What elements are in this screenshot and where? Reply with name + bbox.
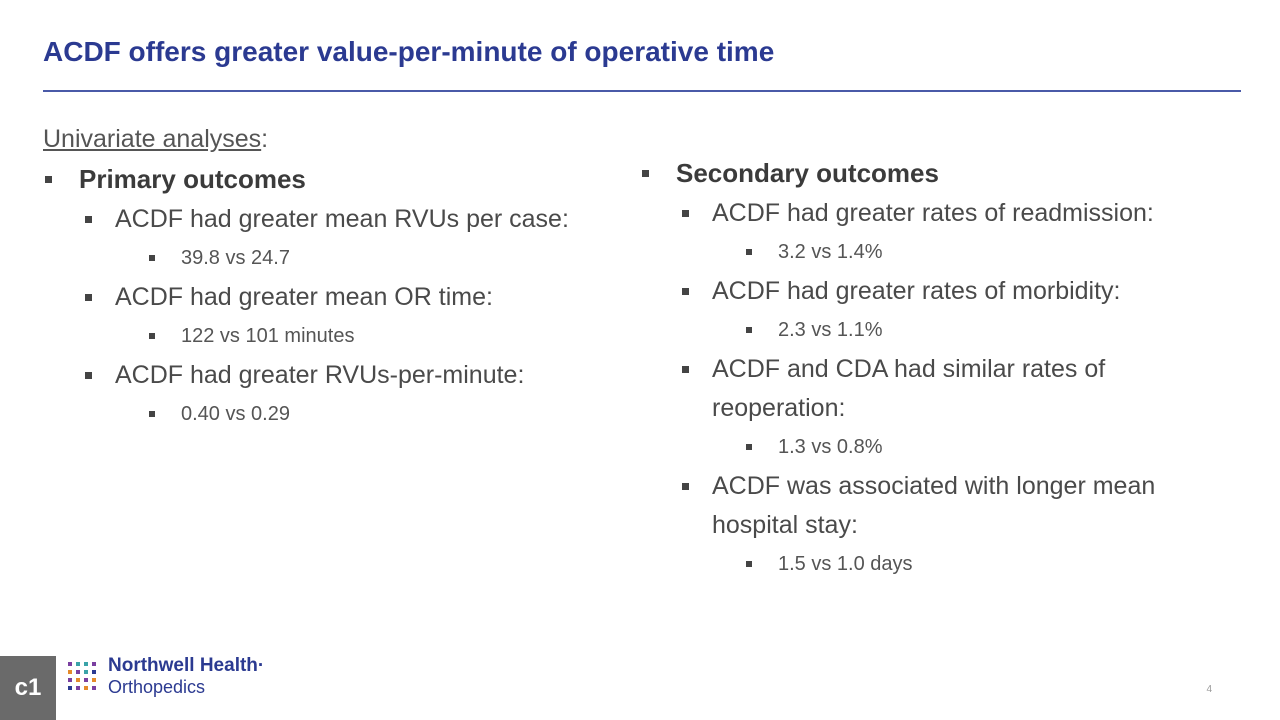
sub-item: 2.3 vs 1.1% <box>640 311 1260 350</box>
item-text: ACDF was associated with longer mean hos… <box>712 472 1156 539</box>
sub-item: 3.2 vs 1.4% <box>640 233 1260 272</box>
northwell-logo: Northwell Health· Orthopedics <box>108 656 264 696</box>
intro-underlined: Univariate analyses <box>43 125 262 153</box>
square-bullet-icon <box>149 411 155 417</box>
page-number: 4 <box>1206 684 1212 695</box>
list-item: ACDF had greater rates of readmission: <box>640 194 1260 233</box>
sub-item-text: 1.3 vs 0.8% <box>778 436 883 458</box>
square-bullet-icon <box>746 249 752 255</box>
square-bullet-icon <box>149 333 155 339</box>
logo-name: Northwell Health· <box>108 655 265 676</box>
sub-item: 122 vs 101 minutes <box>43 317 643 356</box>
sub-item-text: 2.3 vs 1.1% <box>778 319 883 341</box>
heading-text: Primary outcomes <box>79 164 306 194</box>
square-bullet-icon <box>45 176 52 183</box>
secondary-outcomes-heading: Secondary outcomes <box>640 152 1260 194</box>
list-item: ACDF had greater mean RVUs per case: <box>43 200 643 239</box>
sub-item-text: 39.8 vs 24.7 <box>181 247 290 269</box>
square-bullet-icon <box>85 372 92 379</box>
left-column: Univariate analyses: Primary outcomes AC… <box>43 120 643 434</box>
sub-item-text: 0.40 vs 0.29 <box>181 403 290 425</box>
title-divider <box>43 90 1241 92</box>
item-text: ACDF and CDA had similar rates of reoper… <box>712 355 1106 422</box>
square-bullet-icon <box>149 255 155 261</box>
list-item: ACDF was associated with longer mean hos… <box>640 467 1212 545</box>
sub-item: 1.3 vs 0.8% <box>640 428 1260 467</box>
square-bullet-icon <box>746 327 752 333</box>
sub-item: 1.5 vs 1.0 days <box>640 545 1260 584</box>
primary-outcomes-heading: Primary outcomes <box>43 158 643 200</box>
square-bullet-icon <box>642 170 649 177</box>
item-text: ACDF had greater rates of readmission: <box>712 199 1154 227</box>
sub-item: 0.40 vs 0.29 <box>43 395 643 434</box>
square-bullet-icon <box>682 288 689 295</box>
sub-item-text: 3.2 vs 1.4% <box>778 241 883 263</box>
square-bullet-icon <box>746 561 752 567</box>
northwell-dots-icon <box>68 662 96 690</box>
list-item: ACDF had greater rates of morbidity: <box>640 272 1260 311</box>
intro-suffix: : <box>261 125 269 153</box>
item-text: ACDF had greater rates of morbidity: <box>712 277 1121 305</box>
square-bullet-icon <box>682 210 689 217</box>
intro-label: Univariate analyses: <box>43 120 643 158</box>
square-bullet-icon <box>682 483 689 490</box>
heading-text: Secondary outcomes <box>676 158 939 188</box>
square-bullet-icon <box>85 294 92 301</box>
corner-badge: c1 <box>0 656 56 720</box>
sub-item-text: 122 vs 101 minutes <box>181 325 355 347</box>
list-item: ACDF had greater RVUs-per-minute: <box>43 356 643 395</box>
square-bullet-icon <box>85 216 92 223</box>
list-item: ACDF and CDA had similar rates of reoper… <box>640 350 1212 428</box>
sub-item-text: 1.5 vs 1.0 days <box>778 553 913 575</box>
square-bullet-icon <box>746 444 752 450</box>
item-text: ACDF had greater mean RVUs per case: <box>115 205 569 233</box>
slide-title: ACDF offers greater value-per-minute of … <box>43 36 775 67</box>
item-text: ACDF had greater mean OR time: <box>115 283 493 311</box>
right-column: Secondary outcomes ACDF had greater rate… <box>640 152 1260 584</box>
square-bullet-icon <box>682 366 689 373</box>
logo-subtitle: Orthopedics <box>108 677 206 697</box>
sub-item: 39.8 vs 24.7 <box>43 239 643 278</box>
list-item: ACDF had greater mean OR time: <box>43 278 643 317</box>
item-text: ACDF had greater RVUs-per-minute: <box>115 361 525 389</box>
